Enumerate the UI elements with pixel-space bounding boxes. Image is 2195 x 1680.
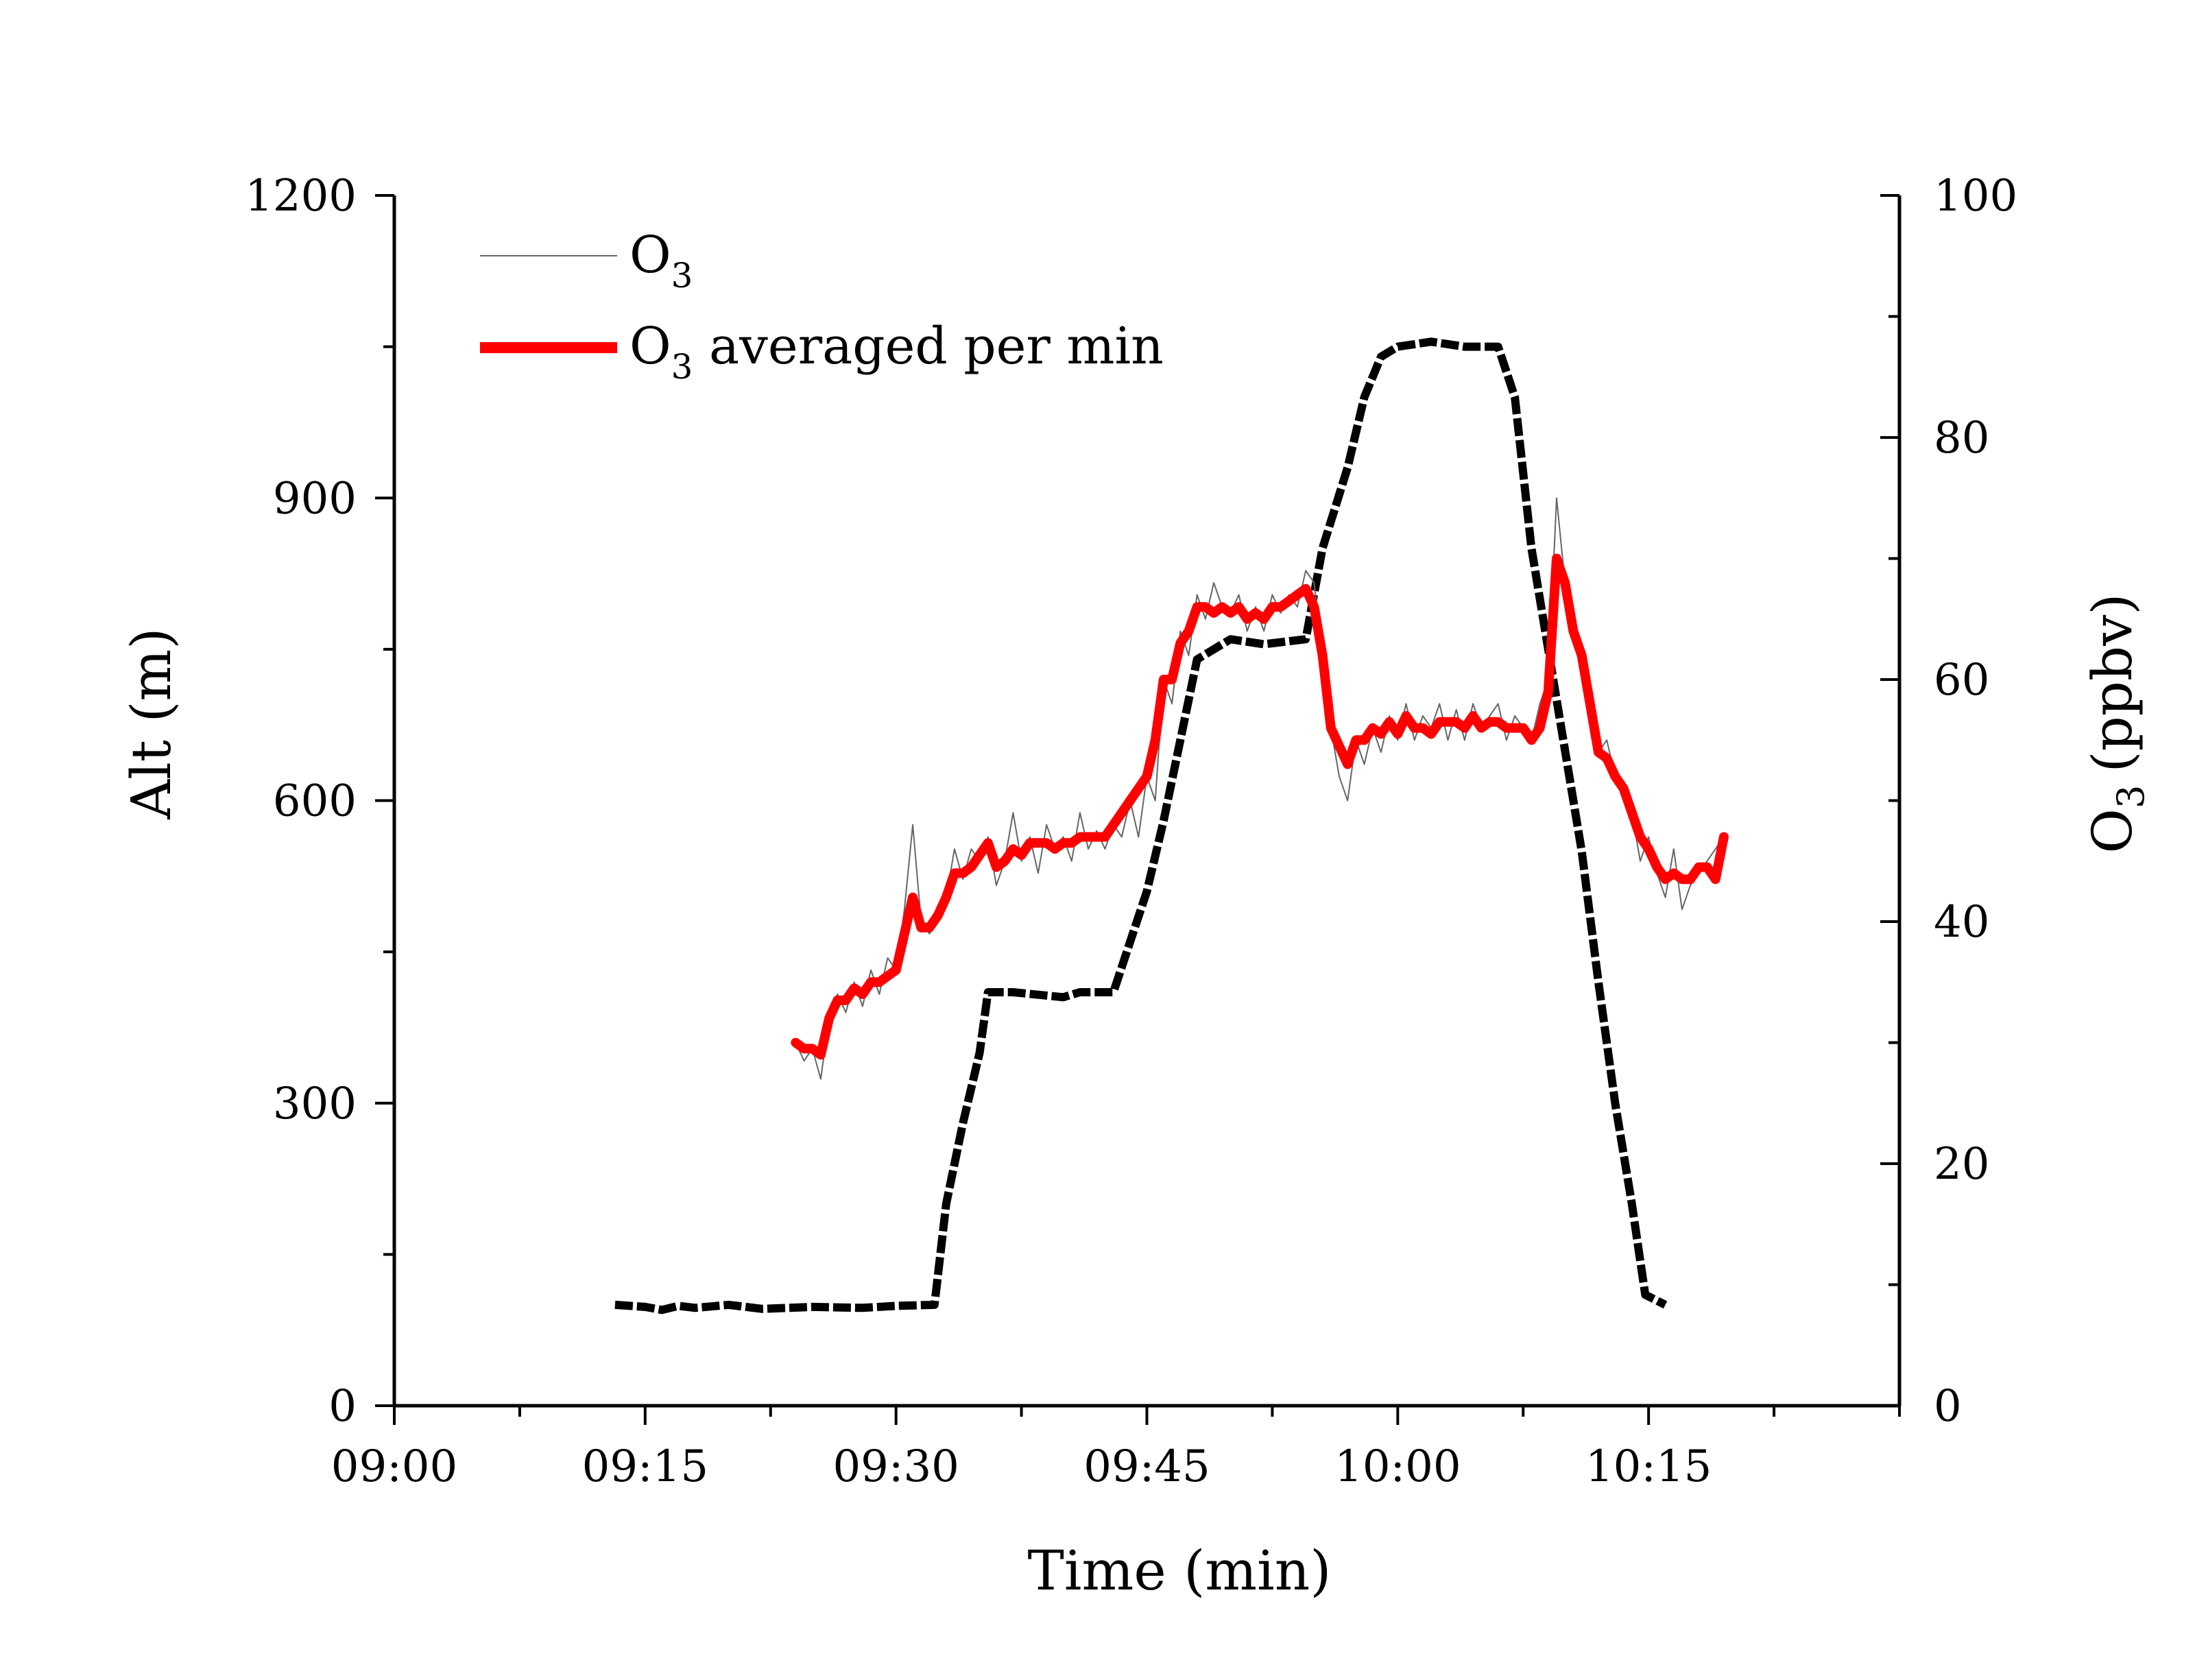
x-tick-label: 09:15 (582, 1441, 708, 1492)
y-right-tick-label: 40 (1934, 897, 1989, 948)
y-axis-right-title-unit: (ppbv) (2080, 593, 2144, 772)
x-tick-label: 09:00 (331, 1441, 457, 1492)
y-axis-left-title: Alt (m) (119, 627, 183, 819)
series-layer (614, 337, 1729, 1315)
y-left-tick-label: 1200 (245, 171, 357, 221)
y-left-tick-label: 900 (273, 473, 357, 524)
y-left-tick-label: 600 (273, 776, 357, 827)
legend-label-o3-avg-main: O (629, 317, 671, 376)
x-axis-title: Time (min) (1028, 1539, 1332, 1603)
tick-labels: 09:00 09:15 09:30 09:45 10:00 10:150300600900… (245, 171, 2017, 1492)
legend-label-o3-avg-rest: averaged per min (693, 317, 1163, 376)
y-axis-right-title-main: O (2080, 808, 2144, 854)
y-left-tick-label: 300 (273, 1079, 357, 1129)
x-tick-label: 09:30 (832, 1441, 959, 1492)
x-tick-label: 09:45 (1083, 1441, 1210, 1492)
y-axis-right-title: O3 (ppbv) (2080, 593, 2152, 853)
y-right-tick-label: 100 (1934, 171, 2017, 221)
axes (375, 194, 1902, 1425)
y-axis-right-title-sub: 3 (2109, 785, 2152, 808)
y-right-tick-label: 80 (1934, 413, 1989, 464)
legend-label-o3-main: O (629, 226, 671, 285)
legend-label-o3: O3 (629, 226, 693, 296)
series-line-o3-averaged (791, 553, 1729, 1060)
series-line-altitude (614, 337, 1668, 1315)
legend: O3 O3 averaged per min (480, 226, 1164, 387)
y-right-tick-label: 0 (1934, 1381, 1962, 1432)
series-line-o3 (795, 497, 1725, 1080)
y-right-tick-label: 60 (1934, 655, 1989, 706)
x-tick-label: 10:00 (1334, 1441, 1461, 1492)
x-tick-label: 10:15 (1585, 1441, 1712, 1492)
legend-label-o3-avg: O3 averaged per min (629, 317, 1164, 387)
legend-label-o3-avg-sub: 3 (671, 347, 693, 387)
y-right-tick-label: 20 (1934, 1139, 1989, 1190)
y-left-tick-label: 0 (328, 1381, 357, 1432)
legend-label-o3-sub: 3 (671, 256, 693, 296)
